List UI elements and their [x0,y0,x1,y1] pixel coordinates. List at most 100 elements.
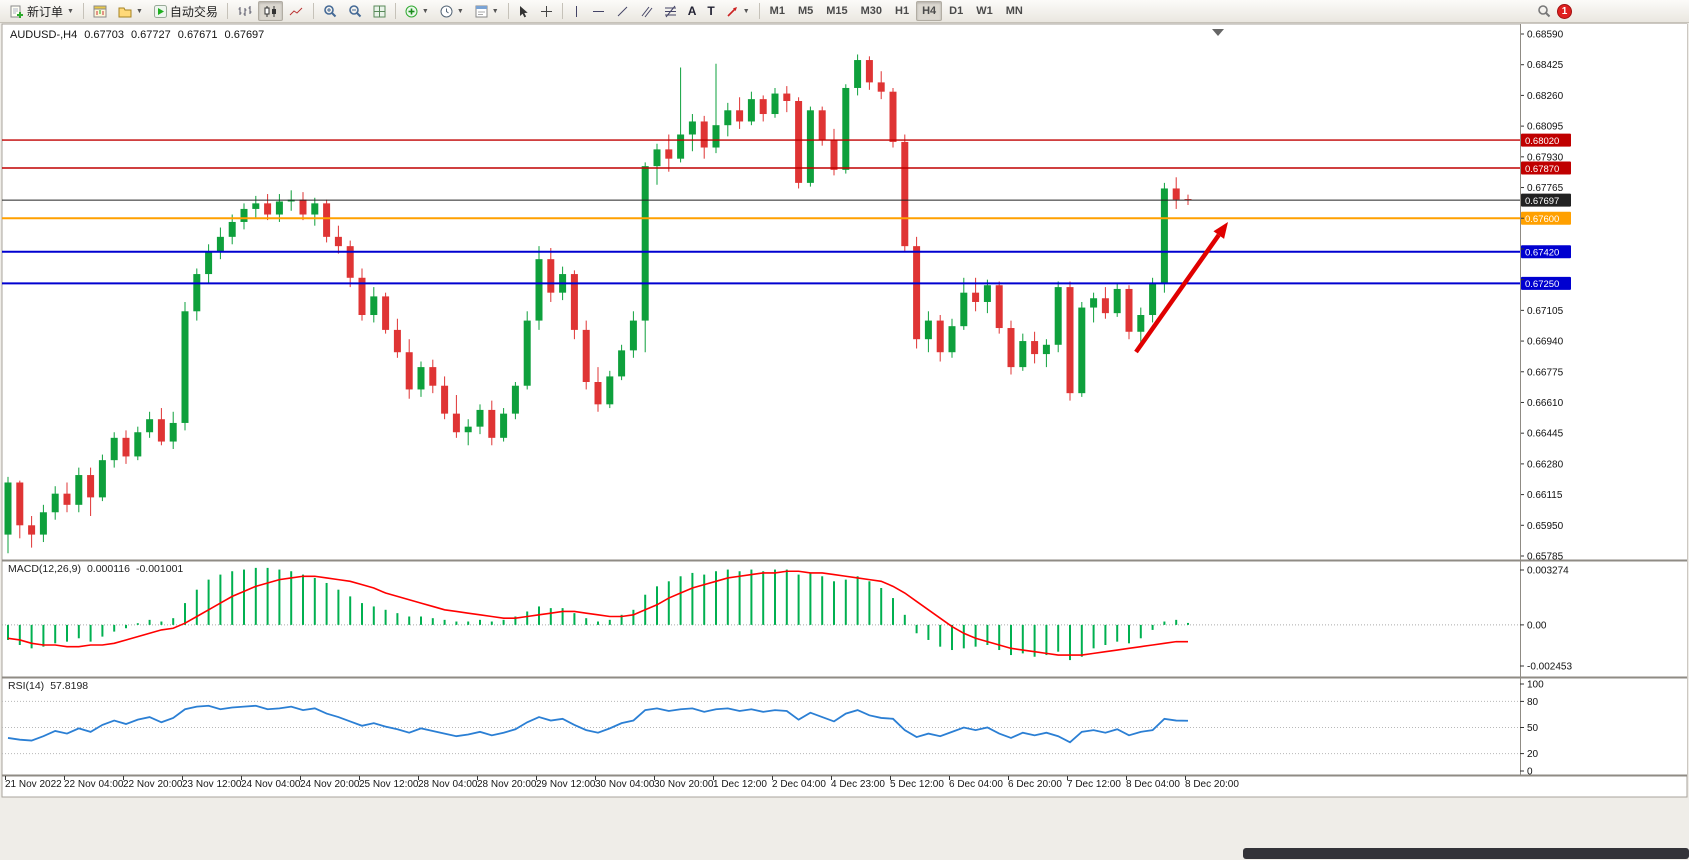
chart-line-button[interactable] [284,1,309,21]
candle [547,259,555,293]
zoom-out-button[interactable] [343,1,367,21]
candle [299,199,307,215]
time-tick-label: 25 Nov 12:00 [359,779,419,790]
indicators-button[interactable]: ▼ [400,1,434,21]
new-order-button[interactable]: 新订单 ▼ [5,1,79,21]
candle [417,367,425,390]
candle [169,422,177,442]
candle [51,493,59,513]
timeframe-button-m30[interactable]: M30 [855,1,888,21]
candle [724,110,732,126]
open-value: 0.67703 [84,29,124,41]
time-tick-label: 7 Dec 12:00 [1067,779,1121,790]
timeframe-button-m15[interactable]: M15 [820,1,853,21]
candle [924,320,932,340]
trend-arrow[interactable] [1134,233,1221,354]
rsi-level-label: 0 [1527,767,1533,778]
trendline-button[interactable] [611,1,634,21]
candle [854,60,862,88]
text-label-button[interactable]: T [702,1,719,21]
time-axis[interactable]: 21 Nov 2022 22 Nov 04:00 22 Nov 20:00 23 No… [0,779,1689,795]
chevron-down-icon: ▼ [67,7,74,15]
toolbar-separator [758,3,760,19]
candle [87,475,95,498]
candle [134,432,142,457]
price-badge [1521,211,1571,225]
periods-button[interactable]: ▼ [435,1,469,21]
rsi-name: RSI(14) [8,680,45,692]
candle [913,246,921,340]
zoom-in-button[interactable] [318,1,342,21]
vertical-line-button[interactable] [567,1,586,21]
candle [98,460,106,498]
time-tick-label: 21 Nov 2022 [5,779,62,790]
crosshair-icon [540,5,552,17]
timeframe-button-m5[interactable]: M5 [792,1,819,21]
price-axis[interactable] [1520,24,1687,775]
new-chart-button[interactable] [88,1,112,21]
rsi-level-label: 50 [1527,723,1539,734]
candle [618,350,626,377]
candle [983,285,991,302]
auto-trading-button[interactable]: 自动交易 [149,1,223,21]
tile-windows-button[interactable] [368,1,391,21]
chart-candles-button[interactable] [257,1,283,21]
candle [393,329,401,353]
price-tick-label: 0.68095 [1527,122,1564,133]
timeframe-button-h4[interactable]: H4 [916,1,943,21]
macd-signal-line [7,570,1188,656]
candle [334,236,342,247]
price-badge [1521,193,1571,207]
crosshair-button[interactable] [535,1,558,21]
chart-shift-marker[interactable] [1212,29,1224,36]
timeframe-button-h1[interactable]: H1 [889,1,915,21]
profiles-button[interactable]: ▼ [113,1,148,21]
candle [511,385,519,414]
fibonacci-button[interactable] [659,1,682,21]
candle [1113,288,1121,314]
candle [960,292,968,327]
rsi-line [7,704,1189,744]
close-value: 0.67697 [224,29,265,41]
new-order-label: 新订单 [27,4,64,19]
high-value: 0.67727 [131,29,171,41]
news-badge[interactable]: 1 [1557,3,1572,19]
chevron-down-icon: ▼ [421,7,429,15]
time-tick-label: 29 Nov 12:00 [536,779,596,790]
candle [677,134,685,159]
macd-main-value: 0.000116 [86,563,130,575]
trend-arrow-head[interactable] [1213,222,1228,239]
candle [570,274,578,330]
text-button[interactable]: A [683,1,702,21]
price-badge-label: 0.67420 [1525,248,1559,259]
search-button[interactable] [1532,1,1556,21]
search-icon [1538,5,1551,18]
indicators-icon [405,5,418,17]
vertical-line-icon [575,5,577,17]
horizontal-line-button[interactable] [587,1,610,21]
templates-button[interactable]: ▼ [470,1,504,21]
timeframe-button-w1[interactable]: W1 [970,1,999,21]
rsi-level-label: 100 [1527,680,1544,691]
arrows-button[interactable]: ▼ [721,1,755,21]
candle [842,87,850,170]
cursor-button[interactable] [513,1,534,21]
news-badge-count: 1 [1561,5,1568,17]
toolbar-separator [507,3,509,19]
zoom-out-icon [349,5,362,18]
channel-button[interactable] [635,1,658,21]
candle [382,296,390,330]
candle [535,259,543,321]
candle [181,311,189,423]
candlestick-icon [264,5,276,17]
candle [948,326,956,353]
timeframe-button-mn[interactable]: MN [1000,1,1029,21]
timeframe-button-m1[interactable]: M1 [764,1,791,21]
chart-bars-button[interactable] [232,1,257,21]
candle [889,91,897,142]
candle [830,140,838,170]
horizontal-scrollbar-thumb[interactable] [1243,848,1689,859]
timeframe-button-d1[interactable]: D1 [943,1,969,21]
